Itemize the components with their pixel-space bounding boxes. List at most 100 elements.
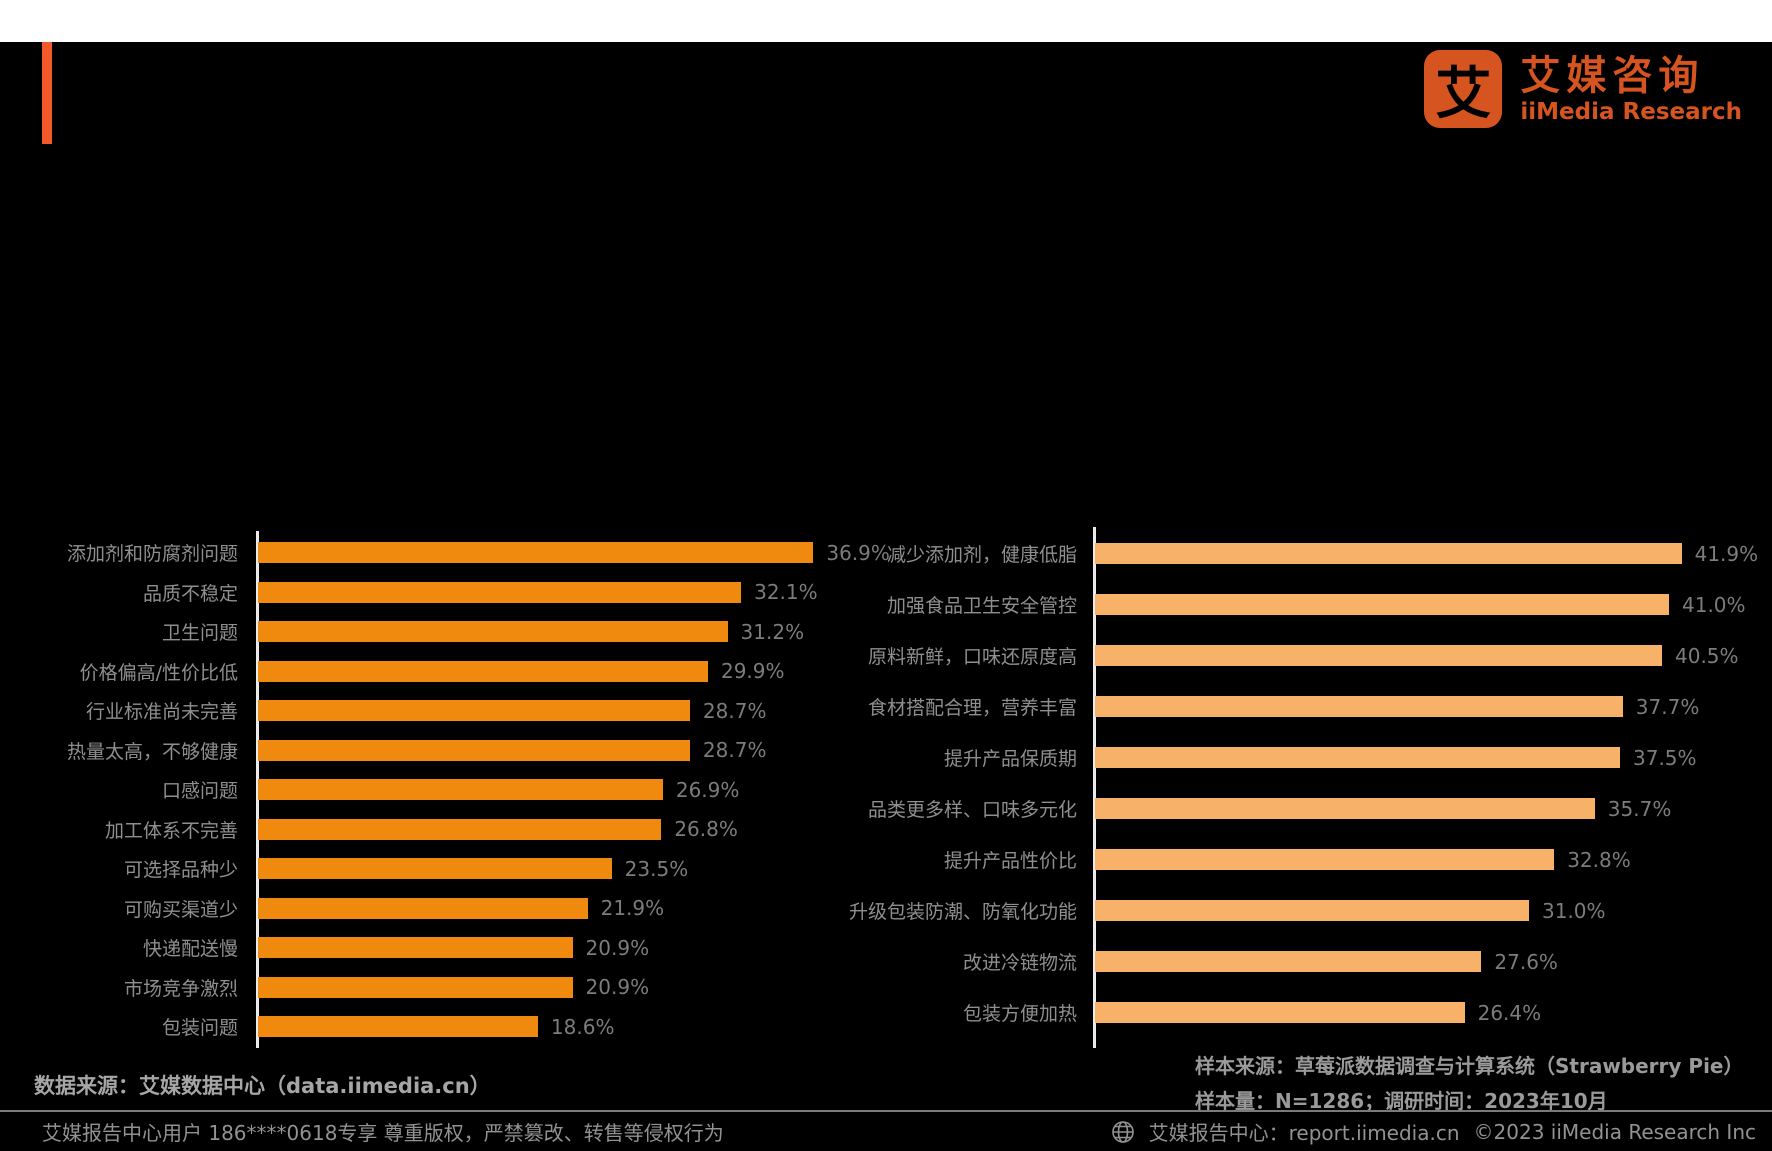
- bar: [1095, 951, 1482, 972]
- category-label: 包装问题: [161, 1017, 238, 1040]
- chart-row: 快递配送慢 20.9%: [0, 928, 886, 968]
- chart-row: 口感问题 26.9%: [0, 770, 886, 810]
- category-label: 行业标准尚未完善: [85, 701, 238, 724]
- chart-consumer-expectations: 减少添加剂，健康低脂 41.9% 加强食品卫生安全管控 41.0% 原料新鲜，口味还原度…: [798, 528, 1772, 1038]
- right-chart-axis: [1093, 527, 1096, 1048]
- bar-track: 26.9%: [258, 778, 886, 802]
- bar: [1095, 747, 1620, 768]
- bar: [258, 818, 662, 840]
- bar: [1095, 543, 1682, 564]
- bar-track: 26.8%: [258, 817, 886, 841]
- bar-track: 37.7%: [1095, 695, 1772, 719]
- footer-user-notice: 艾媒报告中心用户 186****0618专享 尊重版权，严禁篡改、转售等侵权行为: [42, 1121, 724, 1145]
- value-label: 21.9%: [600, 896, 665, 921]
- value-label: 36.9%: [826, 540, 890, 565]
- chart-row: 可选择品种少 23.5%: [0, 849, 886, 889]
- category-label: 提升产品保质期: [943, 748, 1077, 770]
- bar: [1095, 696, 1623, 717]
- chart-row: 提升产品保质期 37.5%: [798, 732, 1772, 783]
- bar: [1095, 849, 1555, 870]
- bar: [1095, 798, 1595, 819]
- category-label: 卫生问题: [161, 622, 238, 645]
- chart-row: 原料新鲜，口味还原度高 40.5%: [798, 630, 1772, 681]
- bar: [258, 700, 690, 722]
- chart-row: 包装问题 18.6%: [0, 1007, 886, 1047]
- category-label: 品质不稳定: [142, 582, 238, 605]
- iimedia-logo: 艾 艾媒咨询 iiMedia Research: [1424, 50, 1742, 128]
- value-label: 37.5%: [1633, 745, 1697, 770]
- chart-consumer-concerns: 添加剂和防腐剂问题 36.9% 品质不稳定 32.1% 卫生问题 31.2% 价格偏高/性价…: [0, 533, 890, 1047]
- value-label: 31.2%: [740, 619, 805, 644]
- category-label: 改进冷链物流: [962, 952, 1077, 974]
- logo-name-en: iiMedia Research: [1520, 98, 1742, 125]
- bar: [258, 660, 708, 682]
- chart-row: 卫生问题 31.2%: [0, 612, 886, 652]
- bar-track: 27.6%: [1095, 950, 1772, 974]
- chart-row: 市场竞争激烈 20.9%: [0, 968, 886, 1008]
- bar: [1095, 900, 1529, 921]
- value-label: 28.7%: [702, 738, 767, 763]
- bar: [258, 1016, 538, 1038]
- footer-right-group: 艾媒报告中心：report.iimedia.cn ©2023 iiMedia R…: [1111, 1117, 1756, 1146]
- category-label: 食材搭配合理，营养丰富: [867, 697, 1077, 719]
- title-accent-bar: [42, 42, 52, 144]
- sample-info-note: 样本量：N=1286；调研时间：2023年10月: [1195, 1089, 1608, 1113]
- footer-bar: 艾媒报告中心用户 186****0618专享 尊重版权，严禁篡改、转售等侵权行为…: [0, 1110, 1772, 1151]
- chart-row: 热量太高，不够健康 28.7%: [0, 731, 886, 771]
- value-label: 26.9%: [675, 777, 740, 802]
- top-white-strip: [0, 0, 1772, 42]
- category-label: 可选择品种少: [123, 859, 238, 882]
- category-label: 添加剂和防腐剂问题: [66, 543, 238, 566]
- iimedia-logo-icon: 艾: [1424, 50, 1503, 128]
- footer-portal: 艾媒报告中心：report.iimedia.cn: [1148, 1121, 1460, 1145]
- bar-track: 28.7%: [258, 738, 886, 762]
- value-label: 31.0%: [1542, 898, 1606, 923]
- category-label: 加强食品卫生安全管控: [886, 595, 1077, 617]
- value-label: 37.7%: [1635, 694, 1700, 719]
- bar: [258, 858, 612, 880]
- bar-track: 41.0%: [1095, 593, 1772, 617]
- category-label: 市场竞争激烈: [123, 977, 238, 1000]
- bar: [258, 739, 690, 761]
- left-chart-axis: [256, 531, 259, 1048]
- value-label: 40.5%: [1675, 643, 1739, 668]
- globe-icon: [1111, 1120, 1134, 1143]
- bar-track: 36.9%: [258, 541, 890, 565]
- bar: [258, 779, 663, 801]
- chart-row: 提升产品性价比 32.8%: [798, 834, 1772, 885]
- sample-source-note: 样本来源：草莓派数据调查与计算系统（Strawberry Pie）: [1195, 1054, 1744, 1078]
- bar-track: 20.9%: [258, 975, 886, 999]
- logo-text: 艾媒咨询 iiMedia Research: [1520, 54, 1742, 125]
- chart-row: 行业标准尚未完善 28.7%: [0, 691, 886, 731]
- value-label: 41.0%: [1682, 592, 1746, 617]
- chart-row: 品类更多样、口味多元化 35.7%: [798, 783, 1772, 834]
- chart-row: 改进冷链物流 27.6%: [798, 936, 1772, 987]
- value-label: 28.7%: [702, 698, 767, 723]
- bar: [258, 542, 814, 564]
- value-label: 23.5%: [624, 856, 689, 881]
- category-label: 原料新鲜，口味还原度高: [867, 646, 1077, 668]
- value-label: 20.9%: [585, 935, 650, 960]
- bar-track: 32.8%: [1095, 848, 1772, 872]
- bar: [1095, 594, 1669, 615]
- value-label: 32.1%: [754, 580, 818, 605]
- value-label: 18.6%: [550, 1014, 615, 1039]
- bar-track: 40.5%: [1095, 644, 1772, 668]
- data-source-note: 数据来源：艾媒数据中心（data.iimedia.cn）: [34, 1074, 491, 1098]
- bar: [1095, 645, 1662, 666]
- value-label: 32.8%: [1567, 847, 1631, 872]
- bar: [258, 937, 573, 959]
- category-label: 热量太高，不够健康: [66, 740, 238, 763]
- category-label: 品类更多样、口味多元化: [867, 799, 1077, 821]
- category-label: 包装方便加热: [962, 1003, 1077, 1025]
- chart-row: 加工体系不完善 26.8%: [0, 810, 886, 850]
- chart-row: 食材搭配合理，营养丰富 37.7%: [798, 681, 1772, 732]
- category-label: 加工体系不完善: [104, 819, 238, 842]
- category-label: 可购买渠道少: [123, 898, 238, 921]
- category-label: 快递配送慢: [142, 938, 238, 961]
- bar-track: 28.7%: [258, 699, 886, 723]
- bar-track: 29.9%: [258, 659, 886, 683]
- chart-row: 价格偏高/性价比低 29.9%: [0, 652, 886, 692]
- bar: [258, 897, 588, 919]
- bar-track: 31.0%: [1095, 899, 1772, 923]
